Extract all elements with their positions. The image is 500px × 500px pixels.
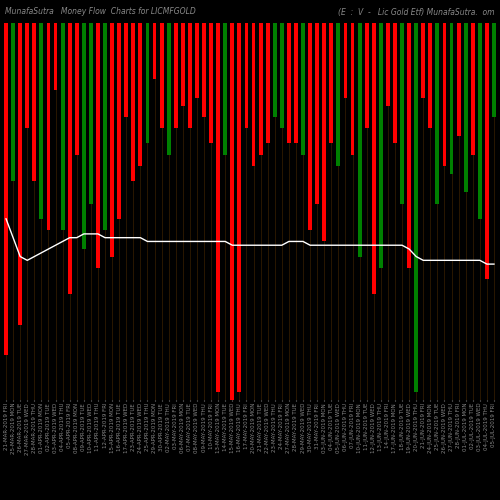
Bar [188, 22, 192, 128]
Bar [315, 22, 319, 204]
Bar [273, 22, 276, 117]
Bar [344, 22, 347, 98]
Bar [32, 22, 36, 181]
Bar [358, 22, 362, 256]
Bar [350, 22, 354, 154]
Bar [436, 22, 440, 204]
Bar [308, 22, 312, 230]
Bar [464, 22, 468, 192]
Bar [322, 22, 326, 242]
Bar [364, 22, 368, 128]
Bar [60, 22, 64, 230]
Bar [68, 22, 71, 294]
Bar [471, 22, 474, 154]
Bar [294, 22, 298, 144]
Bar [103, 22, 107, 230]
Bar [216, 22, 220, 392]
Bar [372, 22, 376, 294]
Bar [492, 22, 496, 117]
Bar [301, 22, 305, 154]
Text: MunafaSutra   Money Flow  Charts for LICMFGOLD: MunafaSutra Money Flow Charts for LICMFG… [5, 8, 196, 16]
Bar [124, 22, 128, 117]
Bar [230, 22, 234, 400]
Bar [336, 22, 340, 166]
Bar [4, 22, 8, 354]
Bar [330, 22, 334, 144]
Bar [11, 22, 15, 181]
Bar [82, 22, 86, 249]
Bar [166, 22, 170, 154]
Bar [181, 22, 185, 105]
Bar [174, 22, 178, 128]
Bar [160, 22, 164, 128]
Bar [442, 22, 446, 166]
Bar [485, 22, 489, 279]
Bar [238, 22, 242, 392]
Bar [117, 22, 121, 219]
Bar [18, 22, 22, 324]
Bar [379, 22, 383, 268]
Bar [252, 22, 256, 166]
Bar [110, 22, 114, 256]
Bar [428, 22, 432, 128]
Bar [209, 22, 213, 144]
Bar [202, 22, 206, 117]
Bar [138, 22, 142, 166]
Bar [195, 22, 199, 98]
Bar [400, 22, 404, 204]
Bar [244, 22, 248, 128]
Bar [450, 22, 454, 174]
Text: (E  :  V  -   Lic Gold Etf) MunafaSutra.  om: (E : V - Lic Gold Etf) MunafaSutra. om [338, 8, 495, 16]
Bar [393, 22, 397, 144]
Bar [146, 22, 150, 144]
Bar [386, 22, 390, 105]
Bar [40, 22, 44, 219]
Bar [456, 22, 460, 136]
Bar [224, 22, 227, 154]
Bar [280, 22, 284, 128]
Bar [287, 22, 291, 144]
Bar [407, 22, 411, 268]
Bar [75, 22, 78, 154]
Bar [414, 22, 418, 392]
Bar [478, 22, 482, 219]
Bar [258, 22, 262, 154]
Bar [26, 22, 29, 128]
Bar [54, 22, 58, 90]
Bar [152, 22, 156, 79]
Bar [266, 22, 270, 144]
Bar [96, 22, 100, 268]
Bar [46, 22, 50, 230]
Bar [89, 22, 93, 204]
Bar [422, 22, 425, 98]
Bar [132, 22, 136, 181]
